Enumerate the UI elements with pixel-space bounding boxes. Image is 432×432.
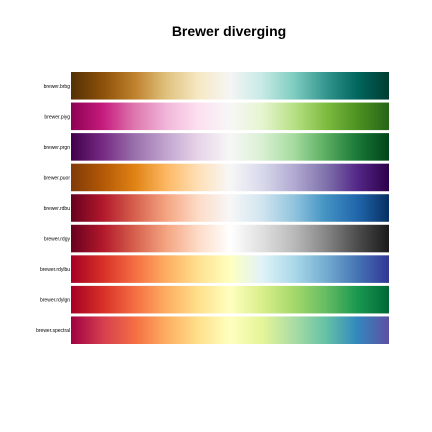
colormap-bar-brewer-spectral — [71, 316, 389, 344]
colormap-label-brewer-brbg: brewer.brbg — [44, 84, 71, 90]
colormap-label-brewer-rdylgn: brewer.rdylgn — [40, 298, 70, 304]
colormap-bar-brewer-brbg — [71, 72, 389, 100]
colormap-label-brewer-puor: brewer.puor — [44, 175, 71, 181]
colormap-label-brewer-prgn: brewer.prgn — [44, 145, 71, 151]
colormap-rows: brewer.brbg brewer.piyg brewer.prgn brewer.… — [36, 72, 389, 344]
colormap-label-brewer-spectral: brewer.spectral — [36, 328, 70, 334]
colormap-label-brewer-piyg: brewer.piyg — [44, 114, 70, 120]
colormap-label-brewer-rdylbu: brewer.rdylbu — [40, 267, 70, 273]
colormap-bar-brewer-rdgy — [71, 224, 389, 253]
colormap-bar-brewer-piyg — [71, 102, 389, 131]
chart-title: Brewer diverging — [172, 23, 286, 39]
colormap-bar-brewer-prgn — [71, 133, 389, 161]
colormap-bar-brewer-rdylgn — [71, 285, 389, 314]
colormap-bar-brewer-rdbu — [71, 194, 389, 222]
colormap-bar-brewer-puor — [71, 163, 389, 192]
colormap-label-brewer-rdgy: brewer.rdgy — [44, 237, 71, 243]
colormap-bar-brewer-rdylbu — [71, 255, 389, 283]
colormap-label-brewer-rdbu: brewer.rdbu — [44, 206, 71, 212]
